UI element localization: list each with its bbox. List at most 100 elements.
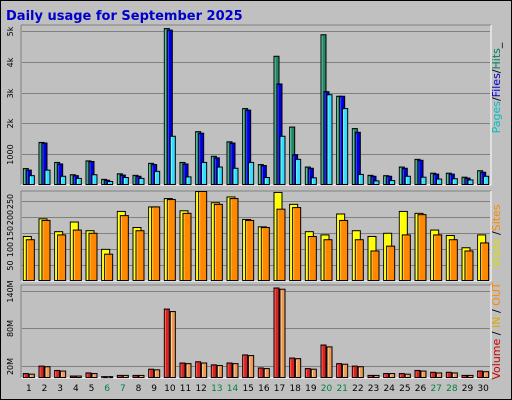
volume-in-out-volume-bar — [69, 375, 76, 378]
x-tick-label: 7 — [120, 384, 126, 394]
volume-in-out-volume-bar — [85, 372, 92, 379]
visits-sites-sites-bar — [88, 232, 98, 282]
pages-files-hits-pages-bar — [436, 178, 443, 186]
volume-in-out-volume-bar — [210, 364, 217, 378]
visits-sites-sites-bar — [292, 207, 302, 281]
x-tick-label: 16 — [258, 384, 270, 394]
pages-files-hits-pages-bar — [107, 181, 114, 185]
x-tick-label: 21 — [336, 384, 347, 394]
visits-sites-sites-bar — [104, 253, 114, 282]
volume-in-out-volume-bar — [148, 368, 155, 379]
pages-files-hits-pages-bar — [404, 175, 411, 185]
x-tick-label: 25 — [399, 384, 410, 394]
volume-in-out-side-label-part: / — [490, 328, 503, 339]
volume-in-out-volume-bar — [101, 376, 108, 379]
pages-files-hits-pages-bar — [75, 177, 82, 186]
volume-in-out-out-bar — [279, 288, 286, 378]
pages-files-hits-plot-area — [21, 25, 491, 185]
pages-files-hits-pages-bar — [310, 177, 317, 186]
volume-in-out-side-label-part: IN — [490, 317, 503, 328]
visits-sites-sites-bar — [198, 191, 208, 281]
visits-sites-sites-bar — [25, 239, 35, 281]
volume-in-out-out-bar — [44, 366, 51, 379]
volume-in-out-out-bar — [91, 373, 98, 379]
x-tick-label: 27 — [430, 384, 441, 394]
pages-files-hits-pages-bar — [216, 166, 223, 186]
volume-in-out-out-bar — [107, 376, 114, 379]
volume-in-out-out-bar — [357, 366, 364, 379]
volume-in-out-side-label-part: / — [490, 306, 503, 317]
volume-in-out-volume-bar — [351, 365, 358, 379]
x-tick-label: 19 — [305, 384, 317, 394]
x-tick-label: 18 — [289, 384, 301, 394]
pages-files-hits-pages-bar — [279, 135, 286, 185]
volume-in-out-out-bar — [154, 369, 161, 379]
volume-in-out-volume-bar — [414, 369, 421, 379]
visits-sites-side-label-part: Visits — [490, 238, 503, 267]
visits-sites-sites-bar — [339, 219, 349, 282]
visits-sites-sites-bar — [370, 250, 380, 281]
pages-files-hits-side-label-part: _ — [490, 42, 503, 49]
visits-sites-sites-bar — [245, 219, 255, 282]
volume-in-out-out-bar — [232, 363, 239, 378]
volume-in-out-plot-area — [21, 285, 491, 378]
volume-in-out-out-bar — [436, 372, 443, 379]
x-tick-label: 24 — [383, 384, 395, 394]
pages-files-hits-side-label-part: / — [490, 69, 503, 73]
visits-sites-sites-bar — [354, 239, 364, 281]
volume-in-out-out-bar — [373, 374, 380, 378]
volume-in-out-side-label-part: OUT — [490, 282, 503, 306]
volume-in-out-volume-bar — [383, 373, 390, 379]
volume-in-out-volume-bar — [195, 361, 202, 379]
volume-in-out-volume-bar — [38, 365, 45, 379]
pages-files-hits-pages-bar — [28, 175, 35, 185]
volume-in-out-out-bar — [122, 374, 129, 378]
pages-files-hits-pages-bar — [154, 170, 161, 186]
volume-in-out-out-bar — [169, 311, 176, 379]
volume-in-out-ytick-label: 20M — [6, 358, 15, 375]
volume-in-out-out-bar — [28, 373, 35, 379]
pages-files-hits-pages-bar — [389, 180, 396, 185]
visits-sites-sites-bar — [276, 208, 286, 281]
pages-files-hits-side-label-part: Hits — [490, 48, 503, 70]
volume-in-out-side-label-part: Volume — [490, 338, 503, 379]
visits-sites-sites-bar — [464, 250, 474, 281]
pages-files-hits-pages-bar — [169, 135, 176, 185]
pages-files-hits-pages-bar — [248, 161, 255, 186]
pages-files-hits-pages-bar — [295, 158, 302, 186]
pages-files-hits-ytick-label: 4k — [6, 57, 15, 67]
x-tick-label: 13 — [211, 384, 222, 394]
volume-in-out-volume-bar — [289, 357, 296, 379]
visits-sites-sites-bar — [166, 199, 176, 282]
visits-sites-sites-bar — [213, 203, 223, 282]
visits-sites-sites-bar — [307, 236, 317, 281]
volume-in-out-out-bar — [467, 374, 474, 378]
visits-sites-sites-bar — [433, 234, 443, 281]
volume-in-out-out-bar — [185, 363, 192, 378]
x-tick-label: 28 — [446, 384, 458, 394]
x-tick-label: 17 — [274, 384, 285, 394]
x-tick-label: 20 — [321, 384, 333, 394]
volume-in-out-volume-bar — [163, 308, 170, 378]
pages-files-hits-pages-bar — [357, 173, 364, 186]
pages-files-hits-pages-bar — [451, 178, 458, 186]
volume-in-out-volume-bar — [336, 363, 343, 378]
visits-sites-sites-bar — [151, 206, 161, 281]
visits-sites-sites-bar — [57, 234, 67, 281]
pages-files-hits-ytick-label: 3k — [6, 88, 15, 98]
volume-in-out-out-bar — [216, 364, 223, 379]
x-tick-label: 5 — [89, 384, 95, 394]
volume-in-out-volume-bar — [430, 371, 437, 378]
x-tick-label: 29 — [462, 384, 474, 394]
visits-sites-sites-bar — [417, 214, 427, 281]
visits-sites-sites-bar — [135, 230, 145, 281]
volume-in-out-volume-bar — [273, 287, 280, 379]
x-tick-label: 30 — [477, 384, 489, 394]
volume-in-out-volume-bar — [242, 354, 249, 379]
pages-files-hits-pages-bar — [44, 169, 51, 186]
x-tick-label: 2 — [42, 384, 48, 394]
volume-in-out-out-bar — [138, 374, 145, 378]
volume-in-out-volume-bar — [22, 373, 29, 379]
x-tick-label: 9 — [151, 384, 157, 394]
volume-in-out-out-bar — [404, 373, 411, 379]
